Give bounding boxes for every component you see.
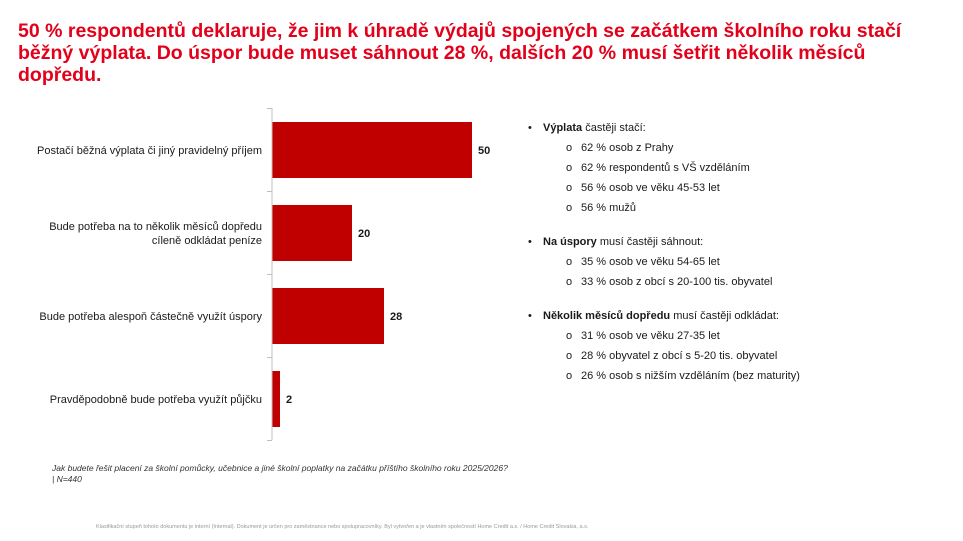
- slide-title: 50 % respondentů deklaruje, že jim k úhr…: [18, 20, 902, 86]
- data-label: 20: [358, 228, 370, 240]
- circle-bullet-icon: o: [566, 350, 573, 362]
- classification-footer: Klasifikační stupeň tohoto dokumentu je …: [96, 524, 589, 530]
- circle-bullet-icon: o: [566, 202, 573, 214]
- bar: [272, 371, 280, 427]
- category-label: Bude potřeba alespoň částečně využít úsp…: [39, 311, 262, 323]
- circle-bullet-icon: o: [566, 256, 573, 268]
- category-label: Bude potřeba na to několik měsíců dopřed…: [49, 221, 262, 247]
- note-group-bold: Několik měsíců dopředu: [543, 310, 671, 322]
- circle-bullet-icon: o: [566, 330, 573, 342]
- note-item: o 35 % osob ve věku 54-65 let: [566, 255, 948, 270]
- category-label-line: Bude potřeba na to několik měsíců dopřed…: [49, 221, 262, 233]
- circle-bullet-icon: o: [566, 142, 573, 154]
- note-group-heading: Výplata častěji stačí:: [528, 120, 948, 136]
- notes-panel: Výplata častěji stačí: o 62 % osob z Prah…: [528, 120, 948, 402]
- note-group-vyplata: Výplata častěji stačí: o 62 % osob z Prah…: [528, 120, 948, 216]
- note-item: o 62 % respondentů s VŠ vzděláním: [566, 161, 948, 176]
- note-item-text: 26 % osob s nižším vzděláním (bez maturi…: [581, 370, 800, 382]
- category-label-line: Postačí běžná výplata či jiný pravidelný…: [37, 145, 262, 157]
- data-label: 28: [390, 311, 402, 323]
- note-item-text: 33 % osob z obcí s 20-100 tis. obyvatel: [581, 276, 773, 288]
- note-item: o 31 % osob ve věku 27-35 let: [566, 329, 948, 344]
- note-group-heading: Na úspory musí častěji sáhnout:: [528, 234, 948, 250]
- survey-question: Jak budete řešit placení za školní pomůc…: [52, 463, 508, 484]
- circle-bullet-icon: o: [566, 162, 573, 174]
- bar: [272, 122, 472, 178]
- circle-bullet-icon: o: [566, 276, 573, 288]
- bar-chart: 50 Postačí běžná výplata či jiný pravidel…: [37, 108, 490, 441]
- category-label: Pravděpodobně bude potřeba využít půjčku: [50, 394, 262, 406]
- note-item-text: 31 % osob ve věku 27-35 let: [581, 330, 720, 342]
- category-label-line: cíleně odkládat peníze: [152, 235, 262, 247]
- note-group-heading: Několik měsíců dopředu musí častěji odkl…: [528, 308, 948, 324]
- note-item-text: 35 % osob ve věku 54-65 let: [581, 256, 720, 268]
- note-group-uspory: Na úspory musí častěji sáhnout: o 35 % os…: [528, 234, 948, 290]
- note-item: o 28 % obyvatel z obcí s 5-20 tis. obyvat…: [566, 349, 948, 364]
- note-group-rest: častěji stačí:: [582, 122, 646, 134]
- bar: [272, 288, 384, 344]
- note-item: o 62 % osob z Prahy: [566, 141, 948, 156]
- note-item: o 33 % osob z obcí s 20-100 tis. obyvatel: [566, 275, 948, 290]
- note-group-bold: Na úspory: [543, 236, 597, 248]
- note-item: o 26 % osob s nižším vzděláním (bez matur…: [566, 369, 948, 384]
- note-item-text: 56 % osob ve věku 45-53 let: [581, 182, 720, 194]
- data-label: 50: [478, 145, 490, 157]
- category-label: Postačí běžná výplata či jiný pravidelný…: [37, 145, 262, 157]
- bar: [272, 205, 352, 261]
- note-item-text: 56 % mužů: [581, 202, 637, 214]
- note-item: o 56 % mužů: [566, 201, 948, 216]
- circle-bullet-icon: o: [566, 370, 573, 382]
- category-label-line: Bude potřeba alespoň částečně využít úsp…: [39, 311, 262, 323]
- note-group-rest: musí častěji sáhnout:: [596, 236, 704, 248]
- note-item: o 56 % osob ve věku 45-53 let: [566, 181, 948, 196]
- note-item-text: 28 % obyvatel z obcí s 5-20 tis. obyvate…: [581, 350, 778, 362]
- note-item-text: 62 % osob z Prahy: [581, 142, 674, 154]
- note-group-odkladani: Několik měsíců dopředu musí častěji odkl…: [528, 308, 948, 384]
- data-label: 2: [286, 394, 292, 406]
- circle-bullet-icon: o: [566, 182, 573, 194]
- note-group-bold: Výplata: [543, 122, 583, 134]
- category-label-line: Pravděpodobně bude potřeba využít půjčku: [50, 394, 262, 406]
- note-group-rest: musí častěji odkládat:: [670, 310, 779, 322]
- note-item-text: 62 % respondentů s VŠ vzděláním: [581, 162, 750, 174]
